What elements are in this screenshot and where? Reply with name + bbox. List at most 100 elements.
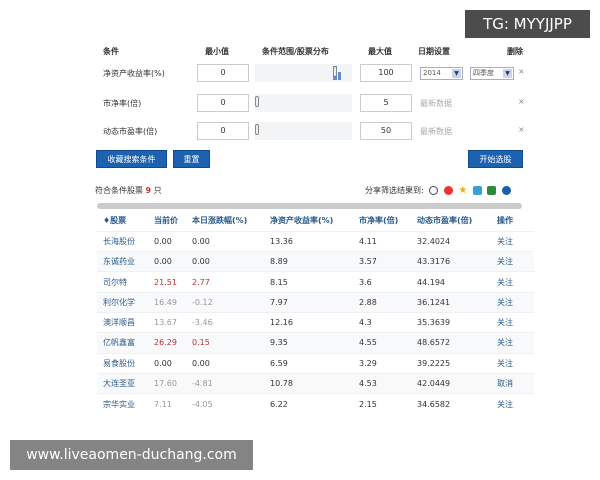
change: 0.00	[192, 236, 210, 246]
max-input[interactable]: 50	[360, 122, 412, 140]
min-input[interactable]: 0	[197, 94, 249, 112]
delete-icon[interactable]: ×	[518, 67, 525, 76]
col-pb[interactable]: 市净率(倍)	[359, 216, 399, 226]
slider-handle[interactable]	[255, 124, 259, 135]
pb: 3.29	[359, 358, 377, 368]
table-row: 利尔化学 16.49 -0.12 7.97 2.88 36.1241 关注	[97, 292, 534, 313]
roe: 13.36	[270, 236, 293, 246]
stock-name[interactable]: 长海股份	[103, 236, 135, 246]
slider-handle[interactable]	[333, 66, 337, 77]
slider-handle[interactable]	[255, 96, 259, 107]
pb: 3.57	[359, 257, 377, 267]
price: 0.00	[154, 257, 172, 267]
start-selection-button[interactable]: 开始选股	[468, 150, 523, 168]
price: 16.49	[154, 297, 177, 307]
header-delete: 删除	[507, 47, 523, 56]
delete-icon[interactable]: ×	[518, 125, 525, 134]
max-input[interactable]: 100	[360, 64, 412, 82]
share-label: 分享筛选结果到:	[365, 186, 424, 195]
min-input[interactable]: 0	[197, 64, 249, 82]
change: -4.05	[192, 399, 213, 409]
stock-name[interactable]: 亿帆鑫富	[103, 338, 135, 348]
pe: 34.6582	[417, 399, 451, 409]
col-roe[interactable]: 净资产收益率(%)	[270, 216, 334, 226]
pe: 35.3639	[417, 318, 451, 328]
sohu-icon[interactable]	[429, 186, 439, 195]
table-row: 易食股份 0.00 0.00 6.59 3.29 39.2225 关注	[97, 353, 534, 373]
change: 0.00	[192, 358, 210, 368]
reset-button[interactable]: 重置	[173, 150, 210, 168]
criterion-label: 净资产收益率(%)	[103, 69, 165, 78]
change: 2.77	[192, 277, 210, 287]
chevron-down-icon: ▼	[452, 69, 461, 78]
delete-icon[interactable]: ×	[518, 97, 525, 106]
header-condition: 条件	[103, 47, 119, 56]
action-link[interactable]: 关注	[497, 338, 513, 348]
roe: 12.16	[270, 318, 293, 328]
qzone-icon[interactable]	[472, 186, 482, 195]
watermark-top: TG: MYYJJPP	[465, 10, 590, 38]
col-pe[interactable]: 动态市盈率(倍)	[417, 216, 473, 226]
pb: 4.55	[359, 338, 377, 348]
stock-name[interactable]: 澳洋顺昌	[103, 318, 135, 328]
table-row: 亿帆鑫富 26.29 0.15 9.35 4.55 48.6572 关注	[97, 332, 534, 354]
horizontal-scrollbar[interactable]	[97, 203, 522, 209]
criterion-label: 市净率(倍)	[103, 99, 142, 108]
stock-name[interactable]: 东诚药业	[103, 257, 135, 267]
stock-name[interactable]: 司尔特	[103, 277, 127, 287]
year-value: 2014	[423, 69, 441, 77]
pb: 4.53	[359, 379, 377, 389]
star-icon[interactable]: ★	[458, 185, 468, 196]
header-min: 最小值	[205, 47, 229, 56]
col-price[interactable]: 当前价	[154, 216, 178, 226]
pe: 43.3176	[417, 257, 451, 267]
col-change[interactable]: 本日涨跌幅(%)	[192, 216, 248, 226]
action-link[interactable]: 关注	[497, 297, 513, 307]
douban-icon[interactable]	[487, 186, 497, 195]
price: 7.11	[154, 399, 172, 409]
roe: 9.35	[270, 338, 288, 348]
price: 0.00	[154, 236, 172, 246]
price: 21.51	[154, 277, 177, 287]
pb: 4.3	[359, 318, 372, 328]
renren-icon[interactable]	[501, 186, 511, 195]
action-link[interactable]: 关注	[497, 399, 513, 409]
action-link[interactable]: 关注	[497, 318, 513, 328]
result-count: 符合条件股票 9 只	[95, 185, 162, 196]
criterion-label: 动态市盈率(倍)	[103, 127, 158, 136]
quarter-select[interactable]: 四季度 ▼	[470, 67, 514, 80]
action-link[interactable]: 关注	[497, 358, 513, 368]
stock-name[interactable]: 利尔化学	[103, 297, 135, 307]
result-prefix: 符合条件股票	[95, 186, 143, 195]
pe: 48.6572	[417, 338, 451, 348]
range-slider[interactable]	[255, 122, 352, 140]
table-row: 司尔特 21.51 2.77 8.15 3.6 44.194 关注	[97, 271, 534, 292]
change: -0.12	[192, 297, 213, 307]
table-row: 大连圣亚 17.60 -4.81 10.78 4.53 42.0449 取消	[97, 373, 534, 394]
pb: 3.6	[359, 277, 372, 287]
col-action: 操作	[497, 216, 513, 226]
results-table: ♦股票 当前价 本日涨跌幅(%) 净资产收益率(%) 市净率(倍) 动态市盈率(…	[97, 211, 534, 414]
action-link[interactable]: 关注	[497, 257, 513, 267]
weibo-icon[interactable]	[443, 186, 453, 195]
date-text: 最新数据	[420, 99, 452, 108]
distribution-bar	[338, 72, 341, 80]
stock-name[interactable]: 宗华实业	[103, 399, 135, 409]
price: 17.60	[154, 379, 177, 389]
action-link[interactable]: 取消	[497, 379, 513, 389]
min-input[interactable]: 0	[197, 122, 249, 140]
price: 0.00	[154, 358, 172, 368]
max-input[interactable]: 5	[360, 94, 412, 112]
pe: 36.1241	[417, 297, 451, 307]
range-slider[interactable]	[255, 94, 352, 112]
stock-name[interactable]: 大连圣亚	[103, 379, 135, 389]
save-criteria-button[interactable]: 收藏搜索条件	[96, 150, 167, 168]
col-stock[interactable]: ♦股票	[103, 216, 127, 226]
range-slider[interactable]	[255, 64, 352, 82]
roe: 8.15	[270, 277, 288, 287]
change: -3.46	[192, 318, 213, 328]
stock-name[interactable]: 易食股份	[103, 358, 135, 368]
action-link[interactable]: 关注	[497, 236, 513, 246]
action-link[interactable]: 关注	[497, 277, 513, 287]
year-select[interactable]: 2014 ▼	[420, 67, 463, 80]
